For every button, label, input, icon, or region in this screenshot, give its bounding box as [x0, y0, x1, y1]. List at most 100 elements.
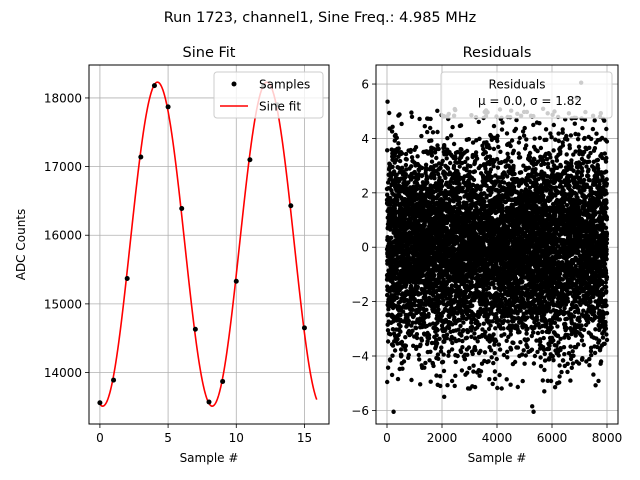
residual-point [466, 137, 471, 142]
residual-point [424, 307, 429, 312]
sample-point-15 [301, 325, 307, 331]
residual-point [444, 332, 450, 337]
residual-point [508, 143, 513, 149]
residual-point [403, 175, 408, 180]
residual-point [400, 309, 406, 314]
residual-point [395, 336, 400, 342]
residual-point [451, 163, 457, 169]
residual-point [439, 184, 445, 189]
residual-point [399, 121, 404, 127]
residual-point [390, 353, 395, 358]
residual-point [473, 347, 478, 353]
residual-point [491, 164, 496, 169]
residual-point [491, 360, 496, 366]
residual-point [458, 323, 463, 329]
residual-point [470, 351, 475, 357]
residual-point [483, 329, 488, 335]
sine-fit-curve [99, 81, 318, 407]
residual-point [477, 136, 482, 141]
residual-point [449, 378, 455, 384]
residual-point [398, 329, 403, 334]
residual-point [439, 178, 445, 184]
residual-point [419, 338, 425, 343]
residuals-ytick-label-4: 2 [361, 186, 369, 200]
residual-point [476, 119, 481, 125]
residual-point [505, 319, 511, 324]
residual-point [445, 383, 450, 388]
residuals-xtick-label-4: 8000 [592, 431, 623, 445]
residual-point [453, 359, 458, 365]
residual-point [435, 108, 440, 114]
residual-point [491, 332, 496, 337]
residual-point [468, 164, 473, 169]
residual-point [497, 372, 502, 378]
residual-point [429, 138, 434, 143]
residual-point [508, 382, 513, 387]
residual-point [492, 351, 497, 356]
residual-point [396, 332, 401, 338]
sine-fit-xlabel: Sample # [180, 451, 239, 465]
residual-point [398, 324, 403, 329]
residual-point [459, 368, 465, 373]
residual-point [509, 138, 515, 143]
residual-point [415, 154, 420, 159]
residual-point [509, 159, 514, 164]
residual-point [434, 155, 439, 161]
residual-point [403, 172, 408, 177]
residual-point [394, 157, 399, 163]
residual-point [417, 357, 422, 362]
residual-point [387, 110, 392, 116]
residual-point [505, 349, 510, 354]
residual-point [472, 384, 478, 390]
residual-point [511, 340, 516, 346]
residual-point [508, 347, 514, 352]
residual-point [399, 353, 404, 358]
sample-point-8 [206, 399, 212, 405]
residual-point [410, 328, 415, 333]
residual-point [488, 323, 493, 328]
residual-point [388, 358, 393, 363]
residual-point [400, 165, 405, 170]
residual-point [385, 339, 391, 344]
residual-point [394, 295, 400, 300]
sample-point-9 [220, 378, 226, 384]
residual-point [435, 129, 440, 135]
residual-point [409, 164, 414, 169]
residual-point [414, 186, 420, 192]
sine-fit-ytick-label-4: 18000 [44, 91, 82, 105]
residual-point [487, 377, 492, 382]
residual-point [500, 206, 505, 211]
residual-point [496, 342, 502, 347]
residual-point [440, 158, 445, 164]
residual-point [450, 340, 455, 346]
residual-point [413, 145, 419, 150]
residual-point [502, 318, 507, 323]
residual-point [419, 173, 425, 178]
residual-point [464, 335, 470, 340]
residuals-ytick-label-0: −6 [351, 404, 369, 418]
residual-point [397, 158, 403, 164]
residual-point [428, 379, 433, 384]
residual-point [456, 327, 461, 332]
residual-point [388, 332, 393, 337]
sample-point-1 [111, 377, 117, 383]
residual-point [432, 273, 437, 278]
residual-point [478, 348, 483, 354]
residual-point [409, 377, 414, 383]
residual-point [396, 146, 401, 151]
residual-point [459, 147, 464, 152]
residual-point [438, 165, 443, 171]
residual-point [493, 326, 498, 331]
sine-fit-xtick-label-1: 5 [164, 431, 172, 445]
residual-point [464, 148, 470, 154]
residual-point [434, 341, 440, 346]
residual-point [428, 116, 433, 122]
residual-point [385, 328, 391, 333]
residual-point [416, 352, 421, 358]
residual-point [418, 342, 423, 347]
sample-point-5 [165, 104, 171, 110]
residual-point [459, 349, 464, 355]
sample-point-2 [124, 275, 130, 281]
